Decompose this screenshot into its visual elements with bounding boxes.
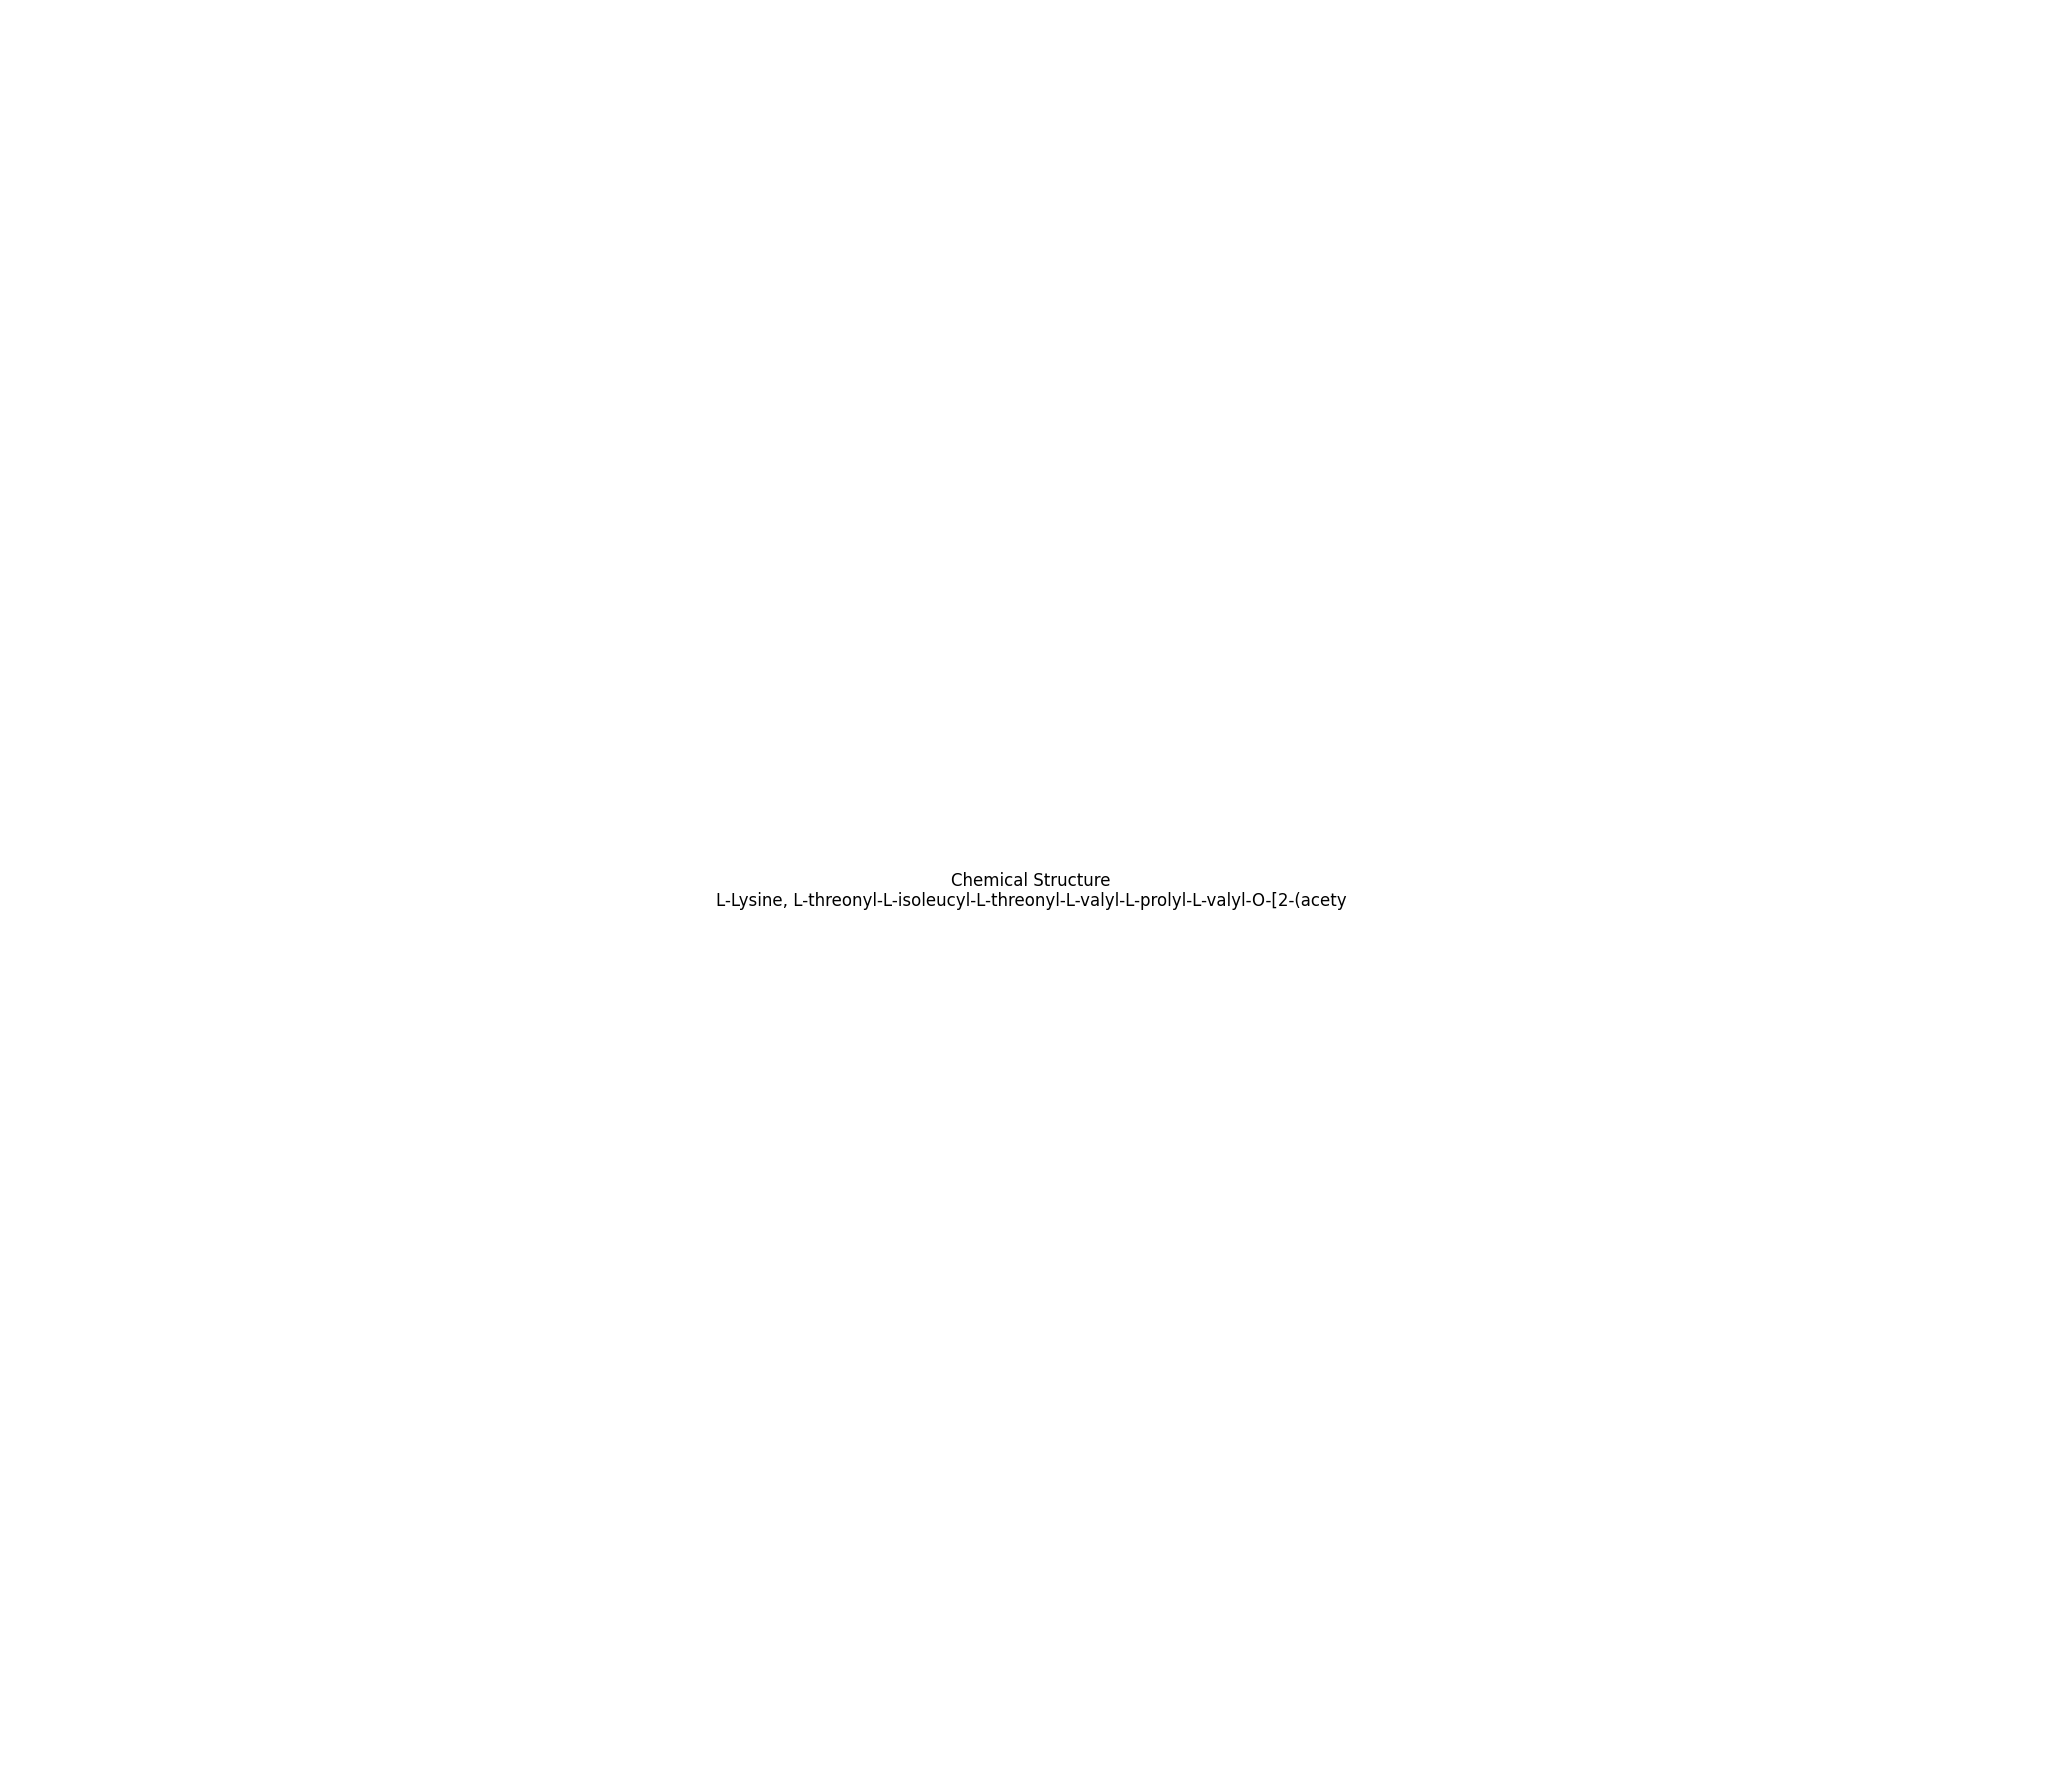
- Text: Chemical Structure
L-Lysine, L-threonyl-L-isoleucyl-L-threonyl-L-valyl-L-prolyl-: Chemical Structure L-Lysine, L-threonyl-…: [716, 871, 1346, 911]
